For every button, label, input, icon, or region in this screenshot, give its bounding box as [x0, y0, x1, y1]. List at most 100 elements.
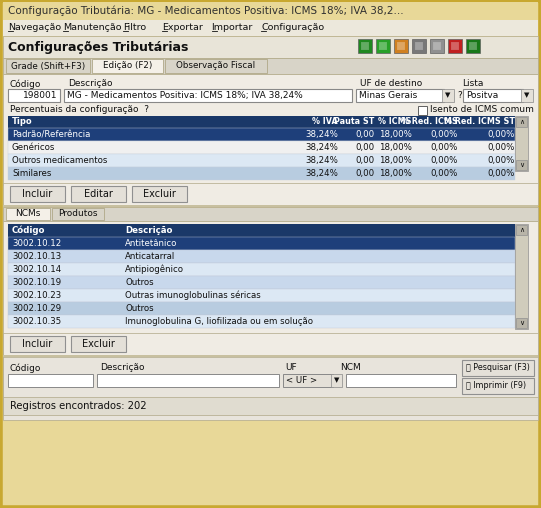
Bar	[64, 89, 352, 102]
Bar	[515, 116, 528, 171]
Bar	[331, 374, 342, 387]
Bar	[10, 336, 65, 352]
Text: 0,00%: 0,00%	[487, 156, 515, 165]
Text: ▼: ▼	[334, 377, 339, 384]
Text: Isento de ICMS comum: Isento de ICMS comum	[430, 106, 534, 114]
Text: Descrição: Descrição	[100, 364, 144, 372]
Text: 0,00: 0,00	[355, 143, 374, 152]
Bar	[8, 237, 515, 250]
Text: 3002.10.12: 3002.10.12	[12, 239, 61, 248]
Bar	[346, 374, 456, 387]
Bar	[397, 42, 405, 50]
Bar	[516, 160, 527, 170]
Text: 0,00%: 0,00%	[487, 130, 515, 139]
Text: 38,24%: 38,24%	[305, 156, 338, 165]
Text: ∧: ∧	[519, 119, 524, 125]
Bar	[3, 397, 538, 415]
Text: < UF >: < UF >	[286, 376, 317, 385]
Text: % IVA: % IVA	[312, 117, 338, 126]
Text: Outros: Outros	[125, 278, 154, 287]
Text: Padrão/Referência: Padrão/Referência	[12, 130, 90, 139]
Text: Excluir: Excluir	[143, 189, 176, 199]
Text: NCMs: NCMs	[15, 209, 41, 218]
Text: % ICMS: % ICMS	[379, 117, 412, 126]
Bar	[418, 106, 427, 115]
Bar	[8, 224, 515, 237]
Text: 18,00%: 18,00%	[379, 130, 412, 139]
Text: 0,00%: 0,00%	[431, 169, 458, 178]
Text: Configuração Tributária: MG - Medicamentos Positiva: ICMS 18%; IVA 38,2...: Configuração Tributária: MG - Medicament…	[8, 6, 404, 16]
Bar	[71, 186, 126, 202]
Bar	[463, 89, 523, 102]
Text: 3002.10.29: 3002.10.29	[12, 304, 61, 313]
Bar	[6, 208, 50, 220]
Bar	[8, 263, 515, 276]
Text: Manutenção: Manutenção	[63, 23, 121, 33]
Bar	[516, 318, 527, 328]
Bar	[8, 116, 515, 128]
Bar	[8, 128, 515, 141]
Text: Outros: Outros	[125, 304, 154, 313]
Text: 38,24%: 38,24%	[305, 169, 338, 178]
Bar	[92, 59, 163, 73]
Bar	[521, 89, 533, 102]
Bar	[283, 374, 333, 387]
Bar	[415, 42, 423, 50]
Text: 38,24%: 38,24%	[305, 130, 338, 139]
Bar	[358, 39, 372, 53]
Text: Observação Fiscal: Observação Fiscal	[176, 61, 255, 71]
Text: 3002.10.14: 3002.10.14	[12, 265, 61, 274]
Bar	[8, 250, 515, 263]
Bar	[451, 42, 459, 50]
Bar	[462, 360, 534, 376]
Bar	[394, 39, 408, 53]
Bar	[430, 39, 444, 53]
Text: Lista: Lista	[462, 79, 483, 88]
Text: Exportar: Exportar	[162, 23, 203, 33]
Bar	[8, 302, 515, 315]
Bar	[515, 224, 528, 329]
Text: 0,00%: 0,00%	[487, 169, 515, 178]
Text: % Red. ICMS ST: % Red. ICMS ST	[444, 117, 515, 126]
Bar	[361, 42, 369, 50]
Bar	[516, 117, 527, 127]
Text: UF: UF	[285, 364, 296, 372]
Bar	[3, 183, 538, 205]
Text: 18,00%: 18,00%	[379, 169, 412, 178]
Text: ∨: ∨	[519, 162, 524, 168]
Bar	[412, 39, 426, 53]
Text: Percentuais da configuração  ?: Percentuais da configuração ?	[10, 106, 149, 114]
Text: Filtro: Filtro	[123, 23, 146, 33]
Bar	[433, 42, 441, 50]
Text: 38,24%: 38,24%	[305, 143, 338, 152]
Text: ?: ?	[457, 91, 462, 100]
Bar	[376, 39, 390, 53]
Text: Antipiogênico: Antipiogênico	[125, 265, 184, 274]
Text: ∨: ∨	[519, 320, 524, 326]
Bar	[6, 59, 90, 73]
Bar	[462, 378, 534, 394]
Text: 3002.10.23: 3002.10.23	[12, 291, 61, 300]
Bar	[10, 186, 65, 202]
Bar	[379, 42, 387, 50]
Text: 0,00: 0,00	[355, 130, 374, 139]
Text: 3002.10.13: 3002.10.13	[12, 252, 61, 261]
Bar	[3, 333, 538, 355]
Bar	[3, 58, 538, 74]
Bar	[3, 357, 538, 420]
Bar	[8, 154, 515, 167]
Text: Pauta ST: Pauta ST	[334, 117, 374, 126]
Bar	[8, 315, 515, 328]
Text: 🔍 Pesquisar (F3): 🔍 Pesquisar (F3)	[466, 364, 530, 372]
Text: Código: Código	[12, 226, 45, 235]
Text: Importar: Importar	[212, 23, 253, 33]
Text: Configuração: Configuração	[261, 23, 324, 33]
Text: % Red. ICMS: % Red. ICMS	[401, 117, 458, 126]
Text: Código: Código	[10, 79, 41, 89]
Text: Positva: Positva	[466, 91, 498, 100]
Bar	[8, 374, 93, 387]
Bar	[448, 39, 462, 53]
Text: Produtos: Produtos	[58, 209, 98, 218]
Bar	[165, 59, 267, 73]
Text: 18,00%: 18,00%	[379, 156, 412, 165]
